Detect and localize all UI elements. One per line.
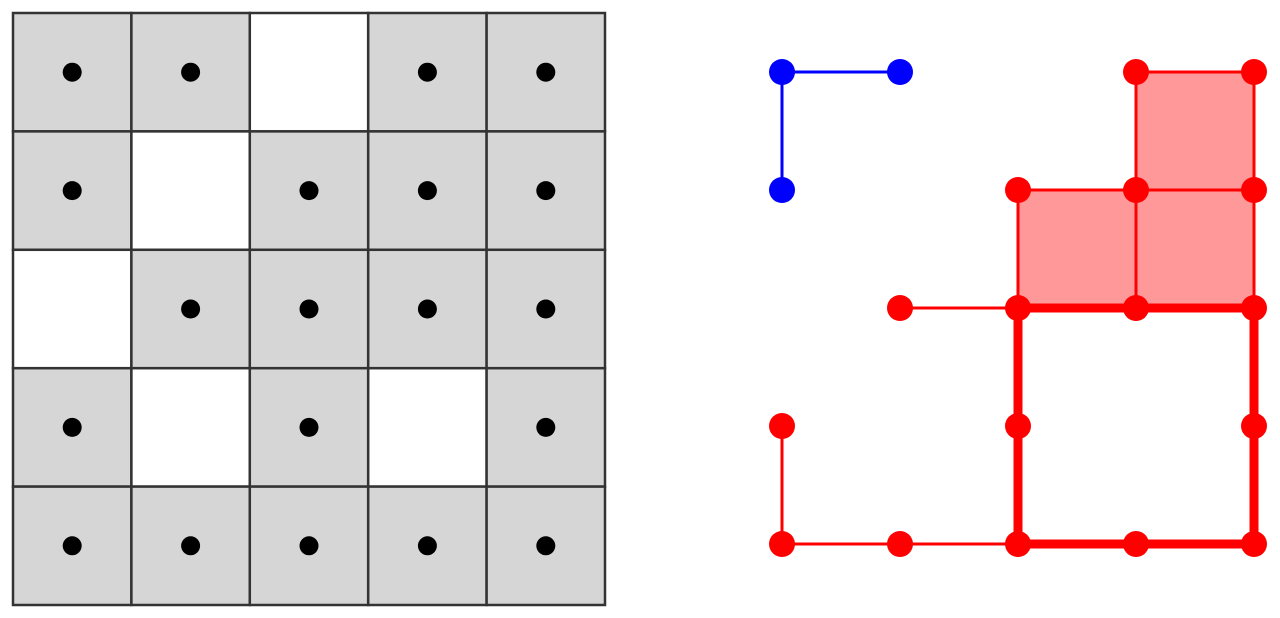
complex-face: [1136, 72, 1254, 190]
red-vertex: [1241, 531, 1267, 557]
red-vertex: [1005, 177, 1031, 203]
blue-vertex: [769, 177, 795, 203]
red-vertex: [1005, 295, 1031, 321]
grid-cell-dot: [536, 418, 555, 437]
grid-cell-dot: [536, 181, 555, 200]
grid-cell-dot: [300, 181, 319, 200]
red-vertex: [1005, 413, 1031, 439]
grid-cell-dot: [300, 536, 319, 555]
grid-cell-dot: [181, 536, 200, 555]
grid-cell-dot: [63, 418, 82, 437]
red-vertex: [1123, 295, 1149, 321]
grid-cell-empty: [368, 368, 486, 486]
blue-vertex: [769, 59, 795, 85]
red-vertex: [887, 531, 913, 557]
blue-vertex: [887, 59, 913, 85]
red-vertex: [1241, 177, 1267, 203]
grid-cell-dot: [300, 418, 319, 437]
grid-cell-empty: [131, 368, 249, 486]
grid-cell-dot: [63, 536, 82, 555]
grid-cell-dot: [418, 181, 437, 200]
grid-cell-dot: [181, 300, 200, 319]
red-vertex: [769, 531, 795, 557]
occupancy-grid: [13, 13, 605, 605]
grid-cell-empty: [250, 13, 368, 131]
red-vertex: [1123, 177, 1149, 203]
grid-cell-dot: [181, 63, 200, 82]
grid-cell-dot: [418, 63, 437, 82]
complex-face: [1018, 190, 1136, 308]
cycle-loop: [1018, 308, 1254, 544]
cubical-complex: [769, 59, 1267, 557]
grid-cell-dot: [300, 300, 319, 319]
red-vertex: [1005, 531, 1031, 557]
grid-cell-dot: [418, 300, 437, 319]
grid-cell-dot: [536, 63, 555, 82]
grid-cell-dot: [63, 181, 82, 200]
grid-cell-dot: [63, 63, 82, 82]
complex-face: [1136, 190, 1254, 308]
red-vertex: [769, 413, 795, 439]
red-vertex: [1241, 413, 1267, 439]
grid-cell-dot: [536, 536, 555, 555]
grid-cell-dot: [418, 536, 437, 555]
red-vertex: [1241, 59, 1267, 85]
grid-cell-empty: [131, 131, 249, 249]
red-vertex: [1123, 59, 1149, 85]
red-vertex: [887, 295, 913, 321]
red-vertex: [1123, 531, 1149, 557]
highlighted-cycle: [1018, 308, 1254, 544]
grid-cell-empty: [13, 250, 131, 368]
grid-cell-dot: [536, 300, 555, 319]
red-vertex: [1241, 295, 1267, 321]
